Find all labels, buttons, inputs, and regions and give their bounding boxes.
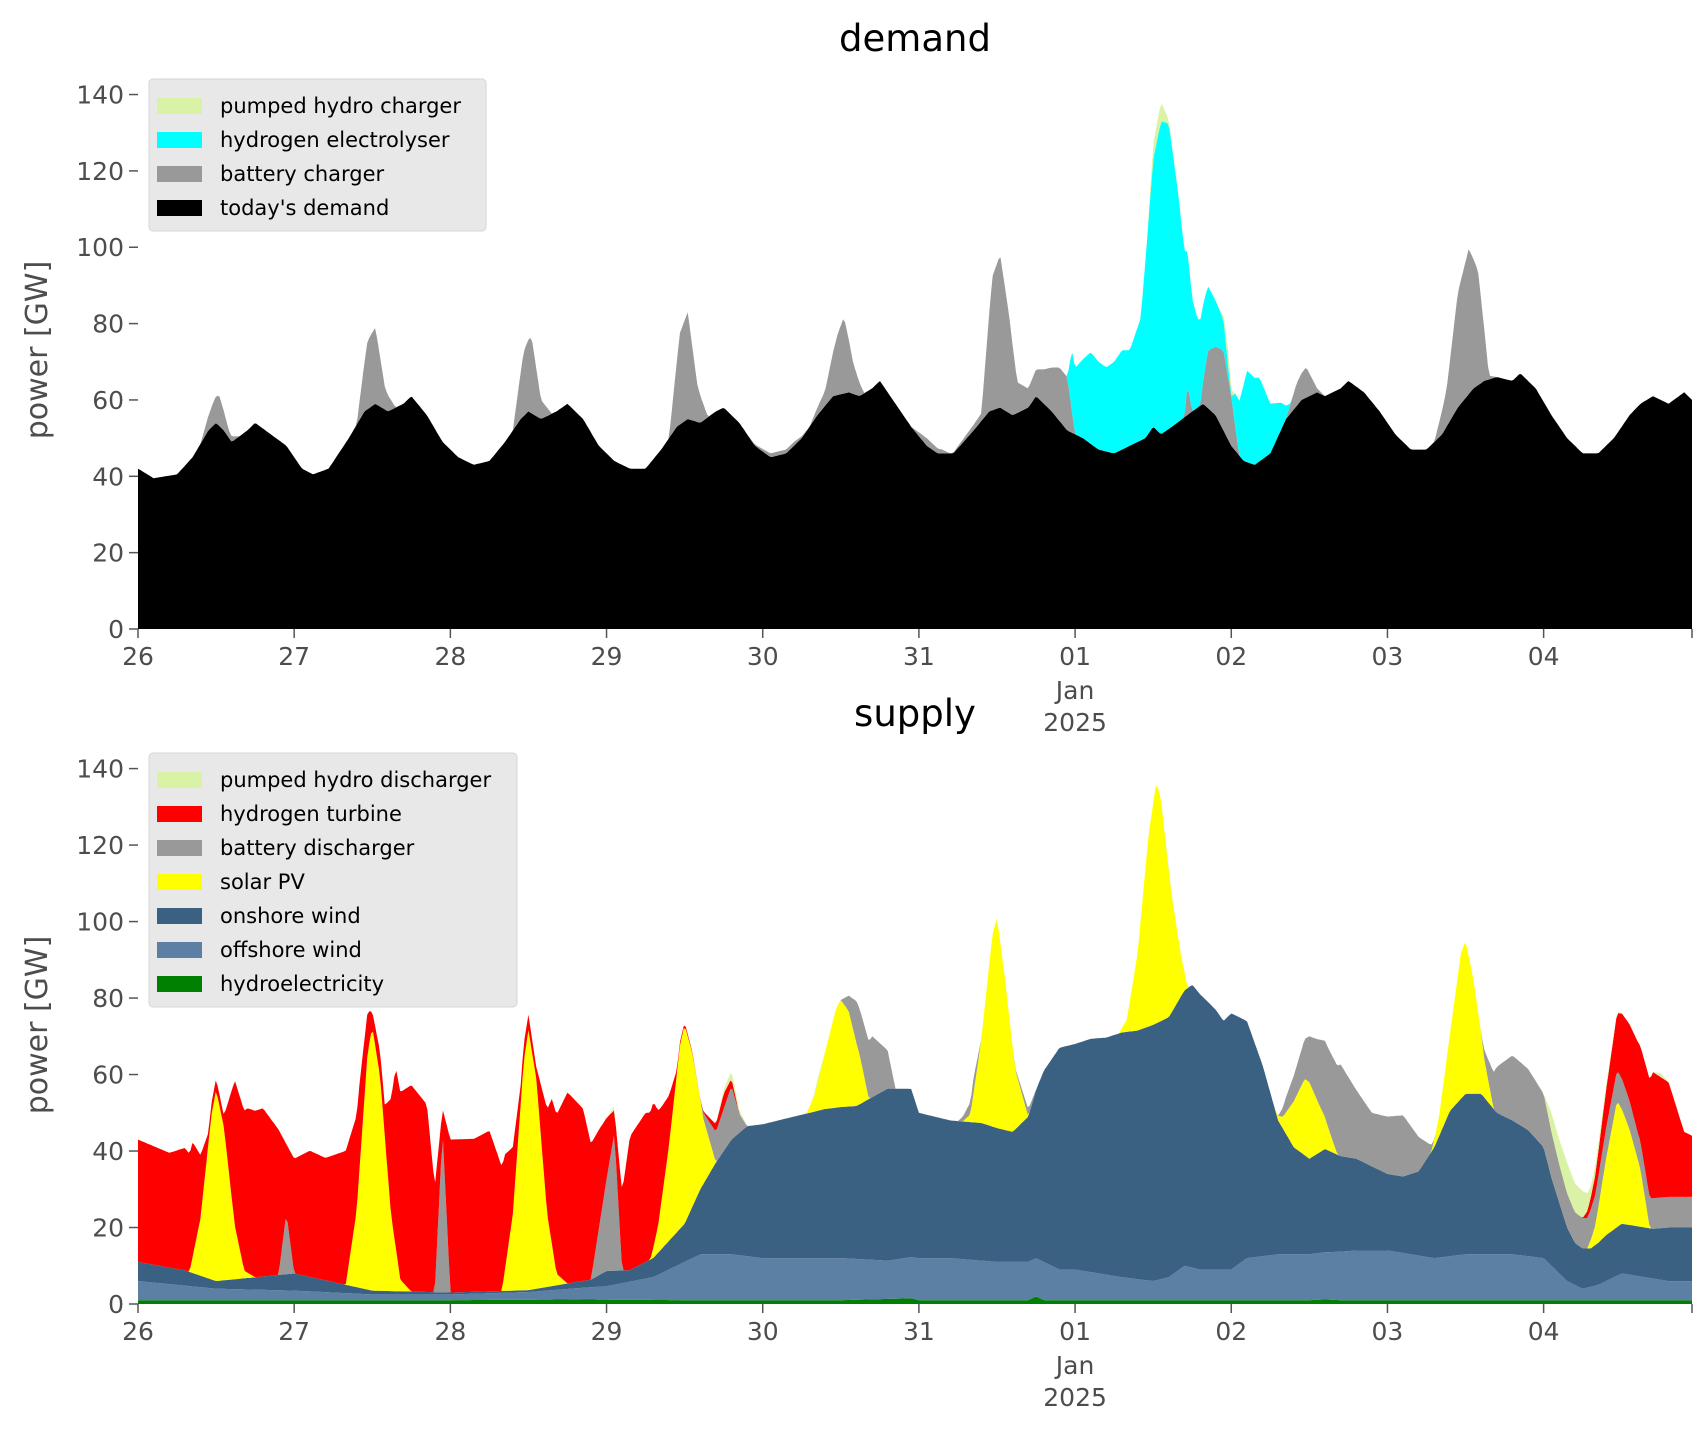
x-tick-label: 29 — [591, 1317, 623, 1346]
area-offshore-wind — [138, 1250, 1692, 1301]
y-axis-label: power [GW] — [20, 936, 55, 1115]
x-tick-label: 01 — [1059, 1317, 1091, 1346]
y-tick-label: 60 — [92, 386, 124, 415]
x-tick-label: 26 — [122, 642, 154, 671]
legend-label-pumped-hydro-charger: pumped hydro charger — [220, 94, 461, 118]
y-tick-label: 40 — [92, 1137, 124, 1166]
axes: 0 20 40 60 80 100 120 140 26 27 28 29 30 31 01 02 03 04 Ja… — [76, 81, 1693, 737]
legend-label-battery-discharger: battery discharger — [220, 836, 415, 860]
legend-swatch-solar-pv — [157, 874, 202, 890]
y-tick-label: 20 — [92, 1214, 124, 1243]
x-tick-label: 27 — [278, 1317, 310, 1346]
area-onshore-wind — [138, 985, 1692, 1295]
legend-swatch-pumped-hydro-discharger — [157, 772, 202, 788]
legend-swatch-hydrogen-turbine — [157, 806, 202, 822]
y-tick-label: 0 — [108, 615, 124, 644]
legend: pumped hydro charger hydrogen electrolyse… — [148, 78, 487, 232]
legend: pumped hydro discharger hydrogen turbine b… — [148, 752, 518, 1008]
x-tick-label: 01 — [1059, 642, 1091, 671]
legend-box — [148, 752, 518, 1008]
area-today-s-demand — [138, 374, 1692, 629]
x-tick-label: 31 — [903, 1317, 935, 1346]
x-tick-label: 29 — [591, 642, 623, 671]
y-tick-label: 120 — [76, 831, 124, 860]
legend-swatch-battery-charger — [157, 166, 202, 182]
legend-swatch-today-s-demand — [157, 200, 202, 216]
x-tick-label: 30 — [747, 642, 779, 671]
legend-swatch-onshore-wind — [157, 908, 202, 924]
legend-box — [148, 78, 487, 232]
x-tick-label: 03 — [1372, 1317, 1404, 1346]
x-tick-label: 27 — [278, 642, 310, 671]
x-tick-label: 28 — [434, 1317, 466, 1346]
y-axis-label: power [GW] — [20, 261, 55, 440]
area-hydrogen-turbine — [138, 785, 1692, 1293]
legend-label-battery-charger: battery charger — [220, 162, 385, 186]
x-tick-label: 26 — [122, 1317, 154, 1346]
chart-title: demand — [839, 17, 991, 60]
y-tick-label: 140 — [76, 81, 124, 110]
legend-label-solar-pv: solar PV — [220, 870, 305, 894]
x-tick-label: 02 — [1215, 1317, 1247, 1346]
area-hydroelectricity — [138, 1296, 1692, 1304]
x-date-sublabel: 2025 — [1043, 1383, 1107, 1412]
x-tick-label: 31 — [903, 642, 935, 671]
y-tick-label: 120 — [76, 157, 124, 186]
y-tick-label: 60 — [92, 1061, 124, 1090]
y-tick-label: 80 — [92, 310, 124, 339]
x-tick-label: 03 — [1372, 642, 1404, 671]
legend-swatch-hydrogen-electrolyser — [157, 132, 202, 148]
chart-title: supply — [854, 692, 976, 735]
stacked-areas — [138, 103, 1692, 629]
legend-label-onshore-wind: onshore wind — [220, 904, 361, 928]
y-tick-label: 100 — [76, 908, 124, 937]
y-tick-label: 40 — [92, 462, 124, 491]
legend-label-offshore-wind: offshore wind — [220, 938, 362, 962]
x-tick-label: 28 — [434, 642, 466, 671]
x-date-sublabel: Jan — [1054, 676, 1095, 705]
x-tick-label: 02 — [1215, 642, 1247, 671]
legend-label-pumped-hydro-discharger: pumped hydro discharger — [220, 768, 491, 792]
x-date-sublabel: 2025 — [1043, 708, 1107, 737]
legend-label-hydrogen-electrolyser: hydrogen electrolyser — [220, 128, 450, 152]
legend-label-hydrogen-turbine: hydrogen turbine — [220, 802, 402, 826]
legend-swatch-offshore-wind — [157, 942, 202, 958]
stacked-areas — [138, 785, 1692, 1304]
legend-swatch-hydroelectricity — [157, 976, 202, 992]
y-tick-label: 0 — [108, 1290, 124, 1319]
x-date-sublabel: Jan — [1054, 1351, 1095, 1380]
y-tick-label: 100 — [76, 233, 124, 262]
x-tick-label: 30 — [747, 1317, 779, 1346]
area-solar-pv — [138, 785, 1692, 1293]
axes: 0 20 40 60 80 100 120 140 26 27 28 29 30 31 01 02 03 04 Ja… — [76, 755, 1693, 1412]
y-tick-label: 80 — [92, 984, 124, 1013]
x-tick-label: 04 — [1528, 642, 1560, 671]
y-tick-label: 20 — [92, 539, 124, 568]
legend-swatch-battery-discharger — [157, 840, 202, 856]
legend-label-hydroelectricity: hydroelectricity — [220, 972, 384, 996]
legend-label-today-s-demand: today's demand — [220, 196, 389, 220]
y-tick-label: 140 — [76, 755, 124, 784]
x-tick-label: 04 — [1528, 1317, 1560, 1346]
legend-swatch-pumped-hydro-charger — [157, 98, 202, 114]
